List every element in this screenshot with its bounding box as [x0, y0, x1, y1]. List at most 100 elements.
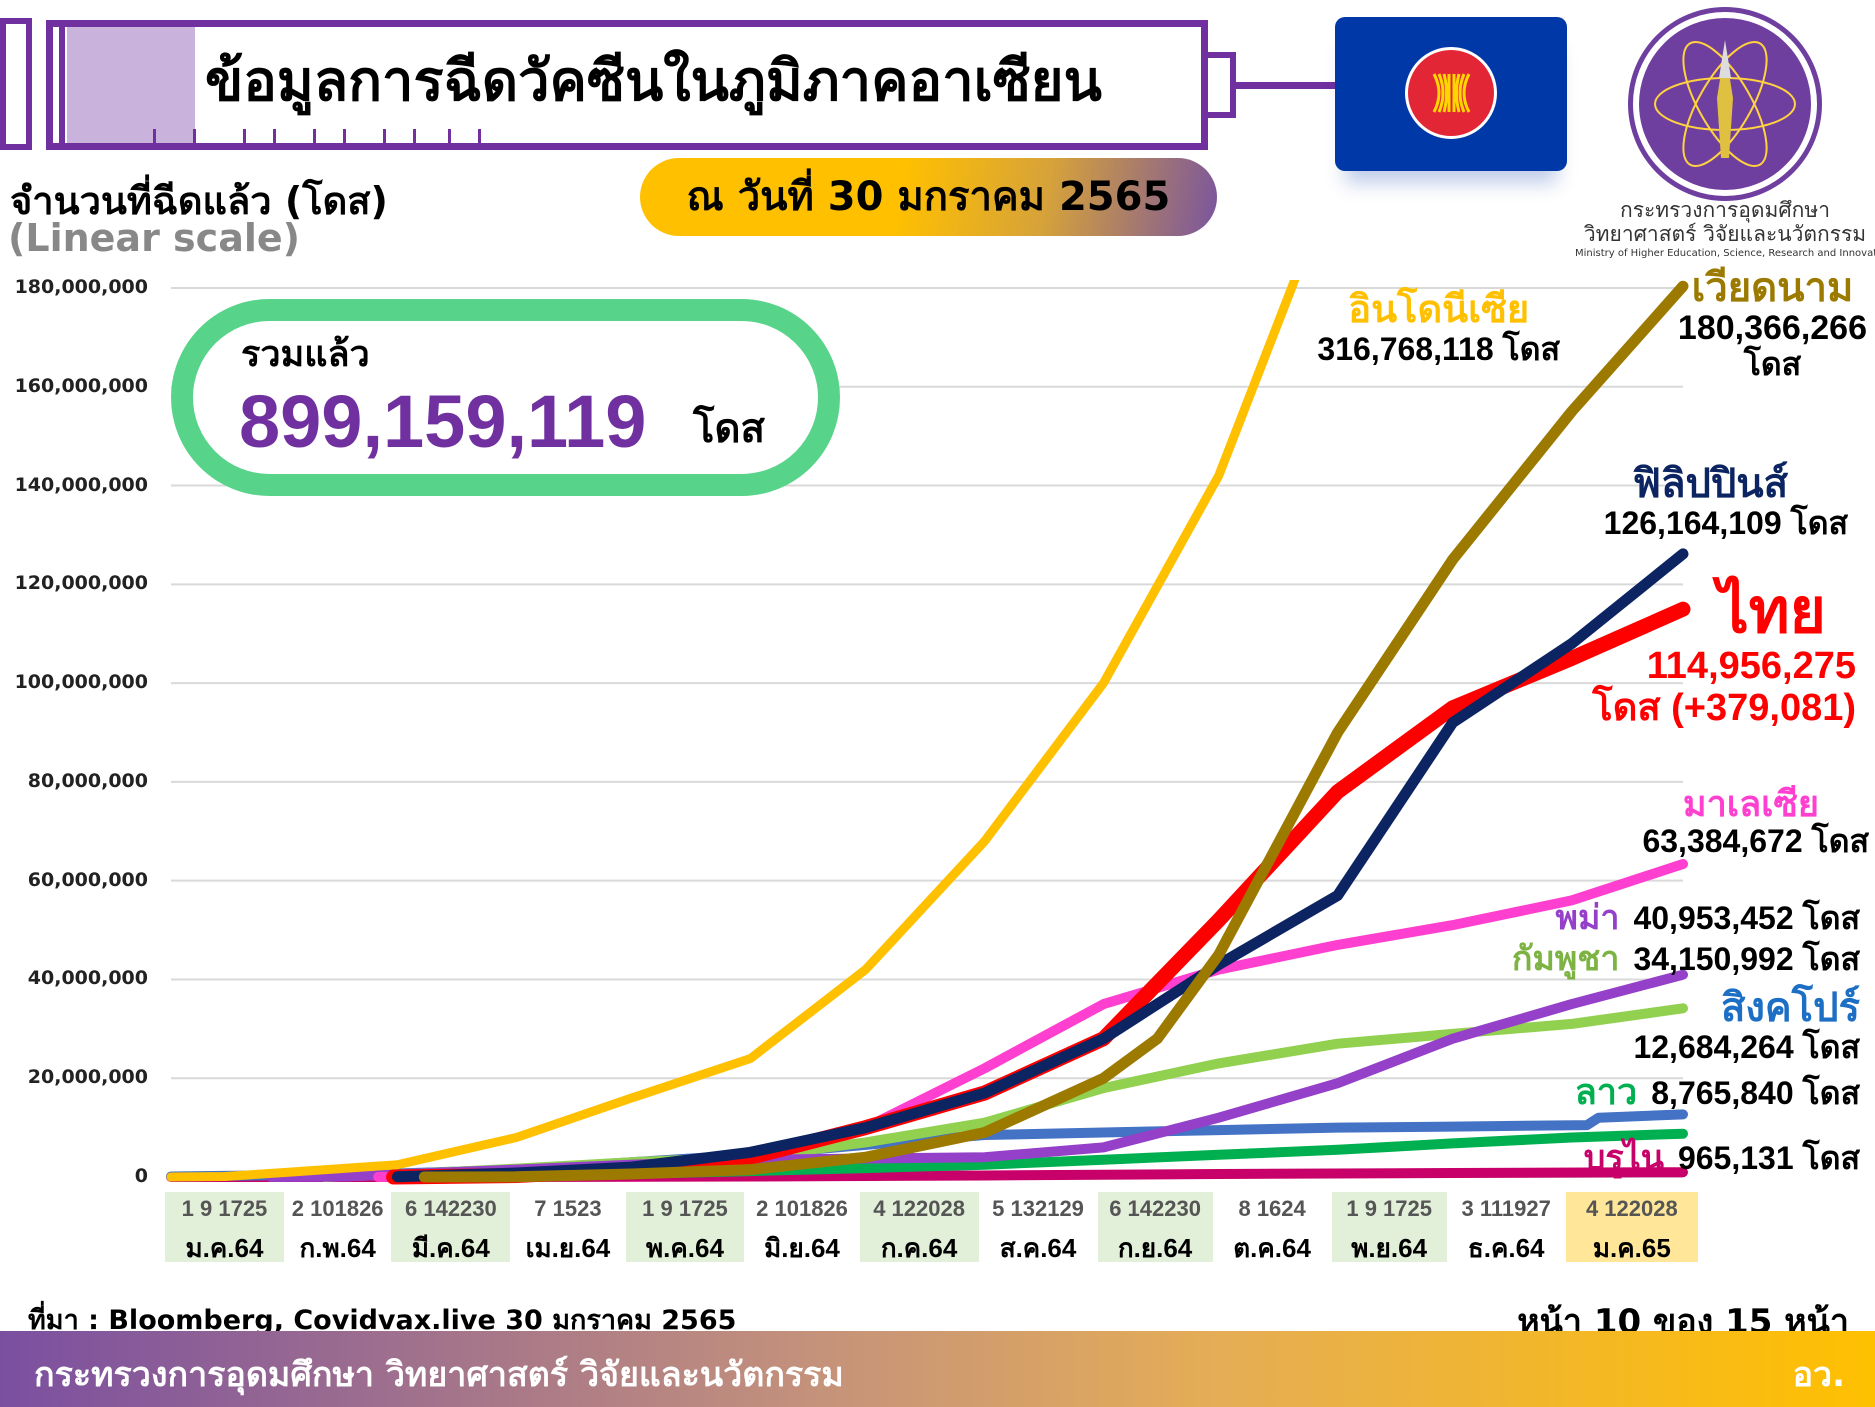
x-month-label: เม.ย.64 [525, 1233, 611, 1263]
label-philippines: ฟิลิปปินส์ 126,164,109 โดส [1604, 462, 1848, 541]
total-doses-box: รวมแล้ว 899,159,119 โดส [171, 299, 840, 496]
y-tick-label: 180,000,000 [14, 276, 148, 298]
label-philippines-name: ฟิลิปปินส์ [1632, 462, 1788, 506]
label-myanmar-total: 40,953,452 โดส [1633, 900, 1860, 936]
label-thailand-change: โดส (+379,081) [1592, 686, 1856, 729]
month-band [859, 1192, 979, 1262]
syringe-tip [1208, 52, 1236, 118]
label-laos-name: ลาว [1574, 1071, 1638, 1112]
footer-bar: กระทรวงการอุดมศึกษา วิทยาศาสตร์ วิจัยและ… [0, 1331, 1875, 1407]
syringe-tick [383, 129, 386, 143]
x-day-ticks: 4 122028 [1585, 1196, 1678, 1221]
logo-text-thai-1: กระทรวงการอุดมศึกษา [1620, 198, 1830, 222]
x-month-label: ต.ค.64 [1233, 1233, 1311, 1263]
x-day-ticks: 6 142230 [1109, 1196, 1201, 1221]
label-cambodia-total: 34,150,992 โดส [1633, 941, 1860, 977]
label-singapore: สิงคโปร์ 12,684,264 โดส [1633, 986, 1860, 1065]
label-cambodia: กัมพูชา 34,150,992 โดส [1511, 940, 1860, 978]
syringe-needle [1236, 82, 1336, 89]
syringe-tick [243, 129, 246, 143]
x-month-label: ธ.ค.64 [1467, 1233, 1545, 1263]
label-thailand-total: 114,956,275 [1646, 645, 1856, 688]
label-philippines-total: 126,164,109 โดส [1603, 505, 1848, 541]
x-day-ticks: 4 122028 [873, 1196, 965, 1221]
y-tick-label: 0 [134, 1165, 148, 1187]
x-day-ticks: 1 9 1725 [181, 1196, 268, 1221]
label-cambodia-name: กัมพูชา [1511, 940, 1620, 978]
total-value: 899,159,119 [239, 380, 647, 463]
footer-abbreviation: อว. [1792, 1355, 1845, 1395]
asean-flag-icon [1335, 17, 1567, 171]
month-band [625, 1192, 745, 1262]
syringe-tick [313, 129, 316, 143]
label-myanmar: พม่า 40,953,452 โดส [1556, 899, 1860, 937]
y-tick-label: 120,000,000 [14, 572, 148, 595]
label-laos: ลาว 8,765,840 โดส [1575, 1072, 1860, 1112]
label-vietnam-total: 180,366,266 [1677, 309, 1867, 347]
x-month-label: ก.ค.64 [880, 1233, 958, 1263]
label-malaysia-name: มาเลเซีย [1682, 783, 1819, 824]
x-day-ticks: 1 9 1725 [1346, 1196, 1432, 1221]
date-badge: ณ วันที่ 30 มกราคม 2565 [640, 158, 1217, 236]
x-month-label: ม.ค.64 [185, 1233, 264, 1263]
total-unit: โดส [693, 406, 765, 452]
x-day-ticks: 5 132129 [992, 1196, 1084, 1221]
label-brunei-name: บรูไน [1583, 1139, 1664, 1177]
label-vietnam-unit: โดส [1743, 346, 1802, 383]
logo-text-english: Ministry of Higher Education, Science, R… [1575, 248, 1875, 259]
month-band [1097, 1192, 1213, 1262]
y-tick-label: 60,000,000 [27, 868, 148, 891]
syringe-tick [273, 129, 276, 143]
label-indonesia-name: อินโดนีเซีย [1348, 289, 1530, 331]
syringe-title-banner [46, 20, 1208, 150]
syringe-tick [193, 129, 196, 143]
x-month-label: พ.ค.64 [646, 1233, 724, 1263]
syringe-tick [448, 129, 451, 143]
y-scale-note: (Linear scale) [8, 216, 300, 260]
footer-ministry-name: กระทรวงการอุดมศึกษา วิทยาศาสตร์ วิจัยและ… [34, 1355, 844, 1395]
ministry-logo [1633, 12, 1817, 196]
logo-text-thai-2: วิทยาศาสตร์ วิจัยและนวัตกรรม [1583, 222, 1867, 246]
label-brunei-total: 965,131 โดส [1677, 1140, 1860, 1176]
page-title: ข้อมูลการฉีดวัคซีนในภูมิภาคอาเซียน [205, 49, 1102, 114]
label-malaysia: มาเลเซีย 63,384,672 โดส [1642, 784, 1869, 859]
month-band [165, 1192, 284, 1262]
syringe-tick [413, 129, 416, 143]
label-singapore-name: สิงคโปร์ [1720, 986, 1860, 1030]
total-label: รวมแล้ว [241, 334, 370, 375]
source-note: ที่มา : Bloomberg, Covidvax.live 30 มกรา… [28, 1305, 737, 1336]
syringe-fill [67, 27, 195, 143]
label-vietnam: เวียดนาม 180,366,266 โดส [1678, 266, 1867, 383]
month-band [391, 1192, 511, 1262]
x-month-label: ส.ค.64 [999, 1233, 1077, 1263]
label-laos-total: 8,765,840 โดส [1651, 1075, 1860, 1111]
y-tick-label: 80,000,000 [27, 769, 148, 792]
label-malaysia-total: 63,384,672 โดส [1642, 822, 1869, 859]
series-line-7 [391, 548, 1689, 1183]
label-indonesia-total: 316,768,118 โดส [1317, 330, 1560, 367]
y-tick-label: 40,000,000 [27, 967, 148, 990]
label-indonesia: อินโดนีเซีย 316,768,118 โดส [1317, 289, 1560, 367]
series-line-9 [166, 280, 1300, 1182]
x-month-label: ม.ค.65 [1592, 1233, 1671, 1263]
syringe-ring [53, 27, 65, 143]
x-day-ticks: 6 142230 [405, 1196, 497, 1221]
syringe-tick [478, 129, 481, 143]
month-band [1331, 1192, 1447, 1262]
label-thailand-name: ไทย [1717, 577, 1826, 646]
asean-emblem-icon [1405, 47, 1497, 139]
series-line-8 [418, 280, 1689, 1183]
x-day-ticks: 3 111927 [1461, 1196, 1551, 1221]
syringe-plunger [0, 18, 32, 150]
x-month-label: มิ.ย.64 [764, 1233, 840, 1263]
x-month-label: ก.พ.64 [299, 1233, 376, 1263]
label-thailand: ไทย 114,956,275 โดส (+379,081) [1592, 577, 1856, 730]
x-month-label: พ.ย.64 [1351, 1233, 1428, 1263]
y-tick-label: 160,000,000 [14, 374, 148, 397]
x-day-ticks: 1 9 1725 [642, 1196, 728, 1221]
x-day-ticks: 7 1523 [534, 1196, 602, 1221]
x-day-ticks: 8 1624 [1238, 1196, 1306, 1221]
x-day-ticks: 2 101826 [756, 1196, 848, 1221]
y-axis-label: จำนวนที่ฉีดแล้ว (โดส) [10, 179, 388, 223]
label-vietnam-name: เวียดนาม [1691, 266, 1854, 310]
